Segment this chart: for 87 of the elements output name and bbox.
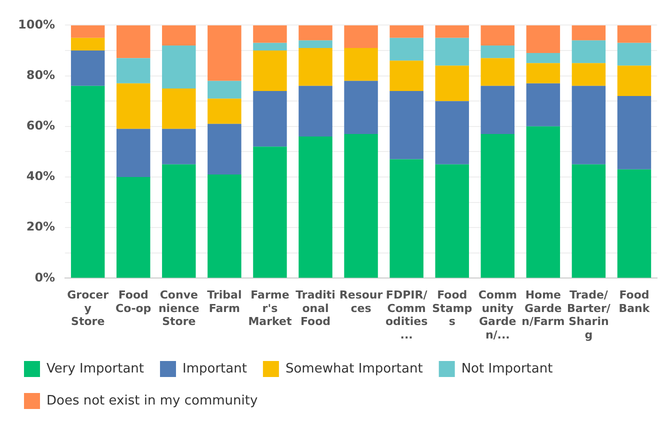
bar <box>253 42 287 50</box>
bar <box>208 124 242 174</box>
bar <box>116 25 150 58</box>
bar <box>526 63 560 84</box>
bar <box>390 90 424 160</box>
bar <box>298 136 332 278</box>
bar <box>480 134 515 278</box>
bar <box>208 174 242 278</box>
y-tick-label: 20% <box>26 220 56 234</box>
legend-label: Does not exist in my community <box>46 393 258 408</box>
y-tick-label: 0% <box>34 270 56 284</box>
x-tick-label: FDPIR/Commodities... <box>385 288 428 342</box>
bar <box>344 48 378 81</box>
y-tick-label: 60% <box>26 118 56 133</box>
bar <box>617 96 652 170</box>
bar <box>253 50 287 91</box>
y-tick-label: 40% <box>26 169 56 184</box>
bar <box>116 58 150 84</box>
x-tick-label: Food Bank <box>618 288 650 315</box>
bar <box>480 25 515 46</box>
bar <box>480 45 515 58</box>
x-tick-label: Community Garden/... <box>478 288 517 342</box>
bar <box>617 25 652 43</box>
legend-label: Not Important <box>461 361 553 376</box>
bar <box>526 126 560 278</box>
x-tick-label: Traditional Food <box>296 288 336 328</box>
bar <box>208 98 242 124</box>
bar <box>572 86 606 164</box>
bar <box>70 38 105 50</box>
bar <box>253 90 287 147</box>
legend-label: Very Important <box>46 361 144 376</box>
bar <box>572 63 606 86</box>
x-tick-label: Food Co-op <box>116 288 152 315</box>
bar <box>298 40 332 48</box>
bar <box>435 101 469 164</box>
bar <box>116 128 150 177</box>
bar <box>526 53 560 64</box>
bar <box>298 86 332 137</box>
bar <box>344 134 378 278</box>
bar <box>298 48 332 86</box>
x-tick-label: Resources <box>339 288 384 315</box>
bar <box>70 25 105 38</box>
bar <box>617 42 652 66</box>
bar <box>253 25 287 43</box>
bar <box>390 25 424 38</box>
x-tick-label: Food Stamps <box>432 288 472 328</box>
bar <box>480 86 515 134</box>
bar <box>116 83 150 129</box>
bar <box>70 50 105 86</box>
y-tick-label: 80% <box>26 68 56 82</box>
legend-label: Somewhat Important <box>285 361 423 376</box>
bar <box>390 60 424 91</box>
bar <box>162 164 196 278</box>
y-tick-label: 100% <box>18 17 56 32</box>
bar <box>208 80 242 99</box>
bar <box>162 88 196 129</box>
bar <box>162 128 196 164</box>
bar <box>390 38 424 61</box>
bar <box>116 177 150 278</box>
x-tick-label: Home Garden/Farm <box>522 288 565 328</box>
x-tick-label: Grocery Store <box>67 288 110 328</box>
bar <box>344 80 378 134</box>
bar <box>208 25 242 81</box>
bar <box>435 164 469 278</box>
bar <box>526 83 560 126</box>
bar <box>390 159 424 278</box>
bar <box>572 164 606 278</box>
legend-label: Important <box>182 361 247 376</box>
bar <box>435 38 469 66</box>
bar <box>617 169 652 278</box>
bar <box>526 25 560 54</box>
bar <box>162 25 196 46</box>
bar <box>253 146 287 278</box>
bar <box>480 58 515 86</box>
bar <box>617 66 652 96</box>
bar <box>70 86 105 278</box>
x-tick-label: Farmer's Market <box>248 288 292 328</box>
bar <box>344 25 378 48</box>
bar <box>435 66 469 102</box>
bar <box>298 25 332 40</box>
bar <box>162 45 196 88</box>
bar <box>435 25 469 38</box>
x-tick-label: Trade/Barter/Sharing <box>566 288 612 342</box>
x-tick-label: Tribal Farm <box>207 288 242 315</box>
x-tick-label: Convenience Store <box>158 288 200 328</box>
bar <box>572 40 606 64</box>
bar <box>572 25 606 40</box>
